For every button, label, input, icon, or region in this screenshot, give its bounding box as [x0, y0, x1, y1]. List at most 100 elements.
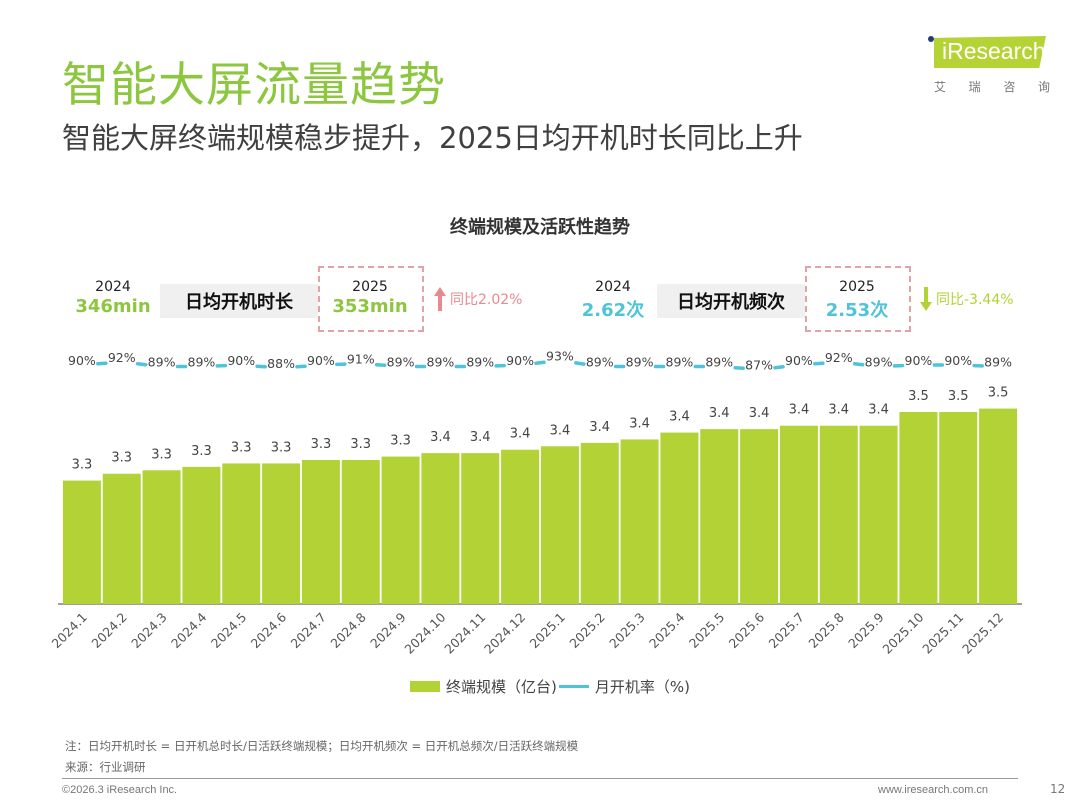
bar-value-label: 3.4	[868, 403, 889, 418]
bar-value-label: 3.4	[550, 423, 571, 438]
bar-value-label: 3.4	[749, 406, 770, 421]
page-subtitle: 智能大屏终端规模稳步提升，2025日均开机时长同比上升	[62, 121, 803, 155]
bar	[580, 442, 619, 604]
source-note: 来源：行业调研	[65, 760, 146, 774]
x-tick-label: 2025.8	[805, 609, 847, 651]
line-value-label: 89%	[466, 355, 494, 370]
logo-cn-char: 瑞	[968, 80, 981, 94]
line-segment	[534, 360, 546, 365]
kpi-duration-highlight-box	[318, 266, 424, 332]
line-value-label: 88%	[267, 356, 295, 371]
legend-line-swatch	[558, 685, 589, 688]
logo-brand-text: iResearch	[942, 38, 1046, 64]
x-tick-label: 2024.3	[128, 610, 170, 652]
x-tick-label: 2025.11	[919, 610, 966, 657]
line-value-label: 93%	[546, 349, 574, 364]
x-tick-label: 2024.1	[48, 610, 90, 652]
kpi-duration-year-prev: 2024	[95, 279, 131, 295]
bar-value-label: 3.4	[789, 403, 810, 418]
bar-value-label: 3.5	[908, 389, 929, 404]
bar-value-label: 3.3	[111, 451, 132, 466]
line-value-label: 89%	[984, 355, 1012, 370]
bar-value-label: 3.4	[470, 430, 491, 445]
bar	[620, 439, 659, 604]
line-value-label: 89%	[666, 355, 694, 370]
kpi-frequency-change-text: 同比-3.44%	[936, 292, 1014, 308]
page-number: 12	[1050, 782, 1066, 796]
x-tick-label: 2024.12	[481, 610, 528, 657]
bar	[222, 463, 261, 604]
bar	[660, 432, 699, 604]
formula-note: 注：日均开机时长 = 日开机总时长/日活跃终端规模；日均开机频次 = 日开机总频…	[65, 739, 579, 753]
bar	[540, 446, 579, 604]
bar-value-label: 3.4	[589, 420, 610, 435]
logo-cn-char: 咨	[1003, 80, 1016, 94]
bar	[421, 453, 460, 604]
bar-value-label: 3.5	[988, 386, 1009, 401]
logo-cn-char: 询	[1037, 80, 1050, 94]
line-value-label: 90%	[68, 353, 96, 368]
kpi-duration-change: 同比2.02%	[434, 287, 522, 311]
x-tick-label: 2025.6	[726, 609, 768, 651]
bar	[740, 429, 779, 604]
arrow-down-icon	[920, 287, 932, 311]
footer-divider	[62, 778, 1018, 779]
kpi-duration-change-text: 同比2.02%	[450, 292, 523, 308]
line-value-label: 87%	[745, 358, 773, 373]
chart-title: 终端规模及活跃性趋势	[450, 217, 630, 238]
page-title: 智能大屏流量趋势	[62, 58, 446, 113]
line-value-label: 90%	[905, 353, 933, 368]
bar	[899, 412, 938, 604]
combo-chart: 3.3 2024.1 3.3 2024.2 3.3 2024.3 3.3 2024.4 3.3 2…	[48, 349, 1022, 657]
line-value-label: 90%	[506, 353, 534, 368]
bar	[461, 453, 500, 604]
kpi-frequency-value-curr: 2.53次	[825, 300, 889, 321]
x-tick-label: 2024.10	[401, 609, 448, 656]
line-value-label: 89%	[188, 355, 216, 370]
line-value-label: 92%	[825, 350, 853, 365]
logo-dot-icon	[928, 36, 934, 42]
kpi-duration-value-prev: 346min	[75, 296, 151, 317]
line-value-label: 91%	[347, 352, 375, 367]
line-value-label: 90%	[227, 353, 255, 368]
arrow-up-icon	[434, 287, 446, 311]
x-tick-label: 2025.4	[646, 609, 688, 651]
x-tick-label: 2025.7	[765, 610, 807, 652]
line-segment	[852, 362, 865, 367]
line-segment	[295, 364, 307, 369]
chart-legend: 终端规模（亿台) 月开机率（%)	[410, 676, 690, 697]
line-segment	[813, 361, 825, 366]
line-value-label: 90%	[307, 353, 335, 368]
bar-value-label: 3.4	[709, 406, 730, 421]
line-value-label: 90%	[944, 353, 972, 368]
bar	[102, 473, 141, 604]
line-segment	[135, 362, 148, 367]
kpi-frequency-value-prev: 2.62次	[581, 300, 645, 321]
x-tick-label: 2024.7	[287, 610, 329, 652]
bar	[979, 408, 1018, 604]
bar-value-label: 3.3	[311, 437, 332, 452]
bar-value-label: 3.3	[151, 447, 172, 462]
bar-value-label: 3.3	[350, 437, 371, 452]
bar-value-label: 3.3	[72, 458, 93, 473]
bar	[341, 460, 380, 604]
bar-value-label: 3.4	[669, 410, 690, 425]
bar	[779, 425, 818, 604]
line-value-label: 89%	[586, 355, 614, 370]
legend-line-label: 月开机率（%)	[594, 678, 690, 696]
x-tick-label: 2025.3	[606, 610, 648, 652]
line-value-label: 90%	[785, 353, 813, 368]
bar-value-label: 3.3	[390, 434, 411, 449]
x-tick-label: 2024.5	[208, 610, 250, 652]
x-tick-label: 2024.2	[88, 610, 130, 652]
x-tick-label: 2024.8	[327, 609, 369, 651]
bar	[262, 463, 301, 604]
kpi-frequency-change: 同比-3.44%	[920, 287, 1014, 311]
x-tick-label: 2025.2	[566, 610, 608, 652]
kpi-duration-year-curr: 2025	[352, 279, 388, 295]
website-link[interactable]: www.iresearch.com.cn	[878, 784, 989, 796]
iresearch-logo: iResearch 艾 瑞 咨 询	[928, 36, 1050, 96]
logo-badge: iResearch	[934, 36, 1046, 68]
bar-value-label: 3.4	[828, 403, 849, 418]
line-value-label: 89%	[705, 355, 733, 370]
